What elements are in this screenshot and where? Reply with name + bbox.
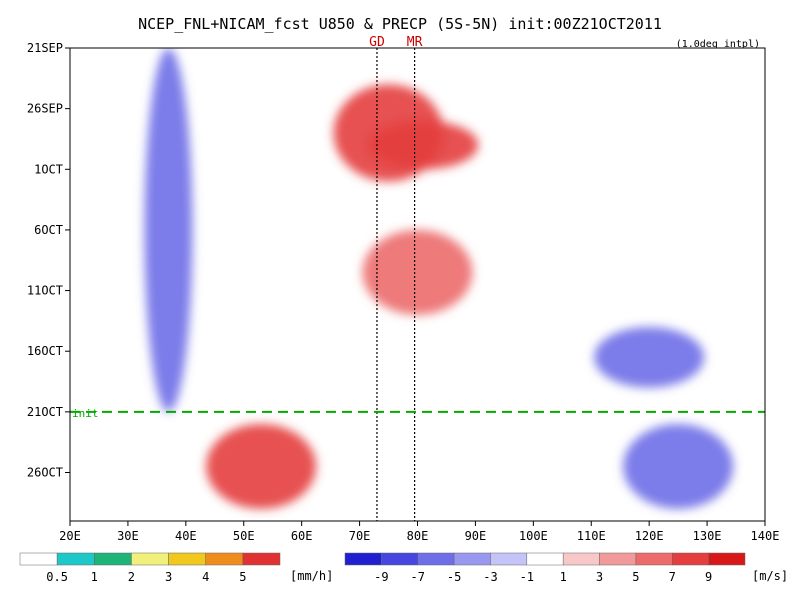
colorbar-swatch [490,552,528,566]
x-tick-label: 20E [59,529,81,543]
colorbar-label: -7 [411,570,425,584]
colorbar-swatch [599,552,637,566]
colorbar-label: 5 [239,570,246,584]
colorbar-swatch [417,552,455,566]
plot-area: GD MR init 20E 30E 40E 50E 60E 70E 80E 90E 100E 110… [27,35,780,543]
colorbar-label: 0.5 [46,570,68,584]
u850-blob [594,326,705,388]
precip-colorbar: 0.5 1 2 3 4 5 [19,552,281,584]
colorbar-label: 2 [128,570,135,584]
colorbar-label: -9 [374,570,388,584]
colorbar-swatch [635,552,673,566]
u850-field [144,48,734,509]
x-tick-label: 30E [117,529,139,543]
colorbar-label: 1 [560,570,567,584]
colorbar-swatch [453,552,491,566]
x-tick-label: 120E [635,529,664,543]
y-tick-label: 11OCT [27,284,63,298]
u850-unit-label: [m/s] [752,569,788,583]
u850-blob [362,229,473,315]
y-tick-label: 21SEP [27,41,63,55]
x-tick-label: 70E [349,529,371,543]
u850-blob [206,423,317,509]
marker-label-mr: MR [407,35,423,50]
colorbar-swatch [242,552,281,566]
marker-label-gd: GD [369,35,385,50]
colorbar-swatch [381,552,418,566]
y-tick-label: 1OCT [34,162,63,176]
colorbar-label: 3 [165,570,172,584]
marker-lines: GD MR init [70,35,765,521]
colorbar-label: 9 [705,570,712,584]
x-tick-label: 110E [577,529,606,543]
colorbar-label: 3 [596,570,603,584]
colorbar-label: -5 [447,570,461,584]
x-tick-label: 90E [465,529,487,543]
u850-blob [368,120,479,170]
x-tick-label: 80E [407,529,429,543]
colorbar-swatch [168,552,206,566]
chart-title: NCEP_FNL+NICAM_fcst U850 & PRECP (5S-5N)… [138,15,662,33]
x-axis: 20E 30E 40E 50E 60E 70E 80E 90E 100E 110E 120E 130E… [59,521,779,543]
colorbar-swatch [94,552,132,566]
init-label: init [72,407,99,420]
y-tick-label: 26OCT [27,465,63,479]
x-tick-label: 50E [233,529,255,543]
x-tick-label: 100E [519,529,548,543]
y-axis: 21SEP 26SEP 1OCT 6OCT 11OCT 16OCT 21OCT 26OCT [27,41,70,479]
x-tick-label: 40E [175,529,197,543]
colorbar-label: 7 [669,570,676,584]
precip-unit-label: [mm/h] [290,569,333,583]
y-tick-label: 26SEP [27,102,63,116]
interpolation-note: (1.0deg intpl) [676,39,760,50]
y-tick-label: 16OCT [27,344,63,358]
colorbar-label: 5 [632,570,639,584]
colorbar-label: 1 [91,570,98,584]
colorbar-label: -3 [483,570,497,584]
colorbar-swatch [56,552,95,566]
colorbar-swatch [205,552,244,566]
x-tick-label: 140E [751,529,780,543]
y-tick-label: 21OCT [27,405,63,419]
colorbar-swatch [562,552,600,566]
colorbar-swatch [131,552,169,566]
colorbar-swatch [19,552,58,566]
x-tick-label: 130E [693,529,722,543]
colorbar-swatch [344,552,382,566]
colorbar-swatch [672,552,709,566]
colorbar-swatch [526,552,564,566]
colorbar-label: 4 [202,570,209,584]
y-tick-label: 6OCT [34,223,63,237]
u850-shading [144,48,734,509]
x-tick-label: 60E [291,529,313,543]
colorbar-swatch [708,552,746,566]
u850-blob [623,423,734,509]
u850-colorbar: -9 -7 -5 -3 -1 1 3 5 7 9 [344,552,746,584]
u850-blob [144,48,193,412]
colorbar-label: -1 [520,570,534,584]
